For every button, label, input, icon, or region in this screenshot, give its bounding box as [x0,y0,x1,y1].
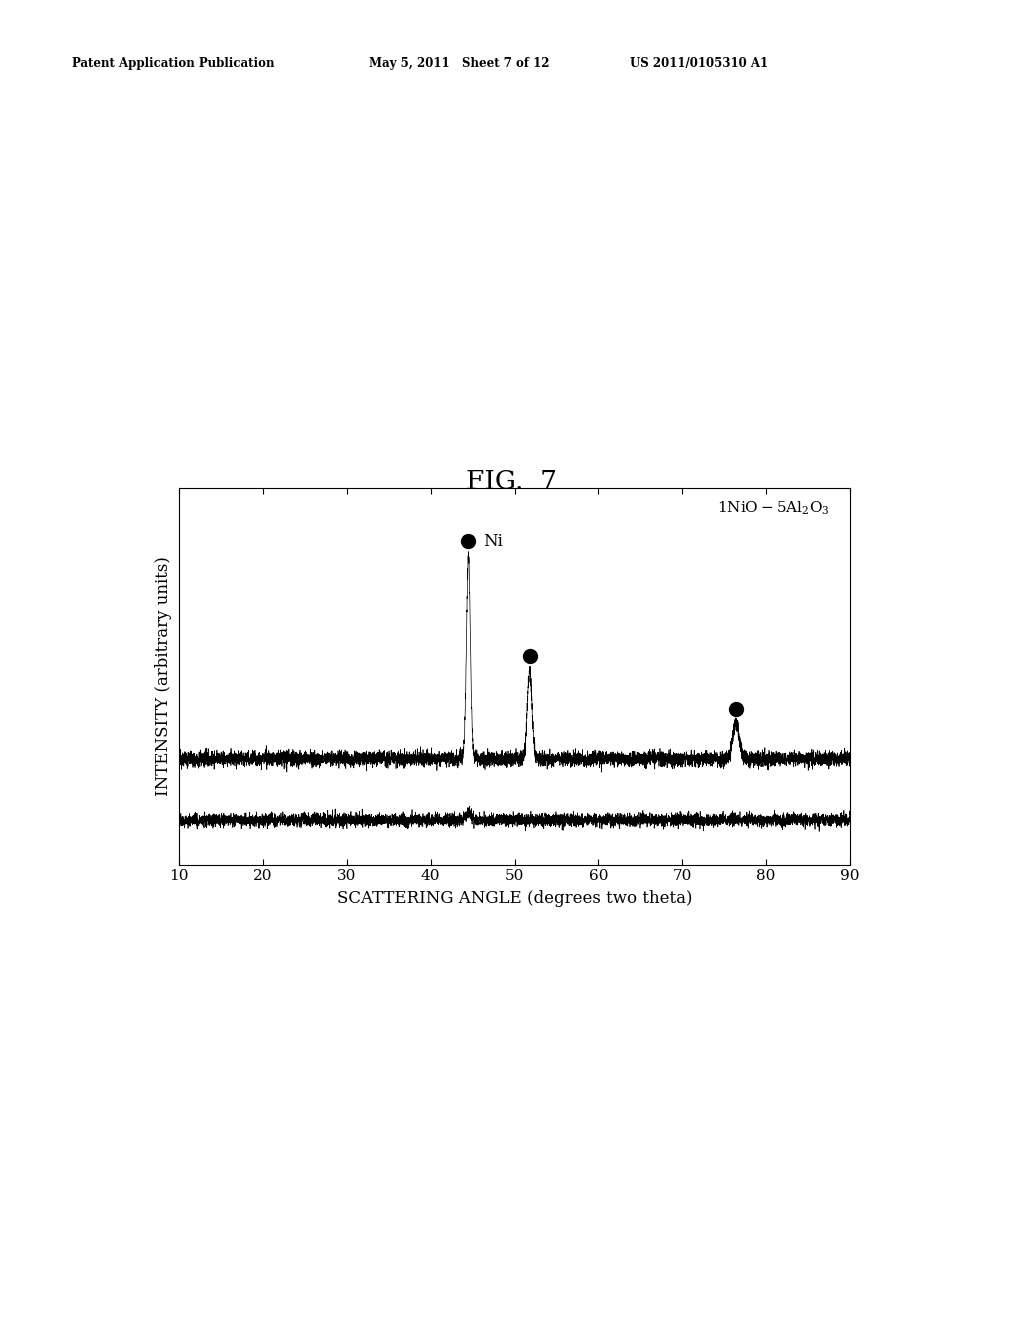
Text: FIG.  7: FIG. 7 [467,469,557,494]
Text: Ni: Ni [483,533,504,550]
Point [460,531,476,552]
Point [728,698,744,719]
Text: US 2011/0105310 A1: US 2011/0105310 A1 [630,57,768,70]
Text: $\mathregular{1NiO-5Al_2O_3}$: $\mathregular{1NiO-5Al_2O_3}$ [717,500,829,517]
Y-axis label: INTENSITY (arbitrary units): INTENSITY (arbitrary units) [156,557,172,796]
Point [521,645,538,667]
Text: Patent Application Publication: Patent Application Publication [72,57,274,70]
X-axis label: SCATTERING ANGLE (degrees two theta): SCATTERING ANGLE (degrees two theta) [337,891,692,907]
Text: May 5, 2011   Sheet 7 of 12: May 5, 2011 Sheet 7 of 12 [369,57,549,70]
